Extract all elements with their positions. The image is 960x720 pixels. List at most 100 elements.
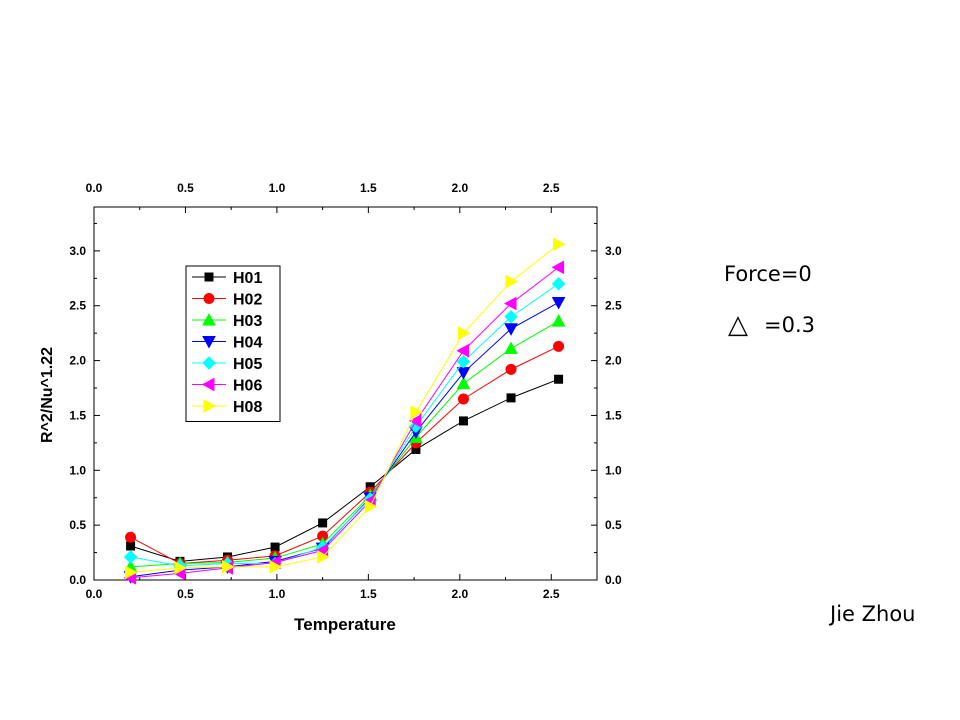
data-point-h01 — [458, 416, 468, 426]
y-tick-label-right: 0.0 — [605, 573, 622, 587]
x-tick-label-bottom: 1.5 — [360, 587, 377, 601]
data-point-h04 — [504, 323, 518, 336]
legend-label: H02 — [233, 292, 262, 309]
y-tick-label-left: 3.0 — [69, 244, 86, 258]
legend-marker — [201, 377, 215, 392]
y-tick-label-left: 1.5 — [69, 408, 86, 422]
data-point-h04 — [456, 367, 471, 380]
y-tick-label-left: 2.0 — [69, 354, 86, 368]
data-point-h02 — [125, 531, 137, 543]
legend-label: H06 — [233, 378, 262, 395]
data-point-h05 — [456, 354, 471, 369]
data-point-h01 — [270, 542, 280, 552]
data-point-h08 — [317, 550, 330, 564]
data-point-h08 — [505, 274, 519, 289]
data-point-h06 — [408, 414, 422, 428]
data-point-h03 — [504, 341, 518, 355]
x-tick-label-top: 0.5 — [177, 181, 194, 195]
x-tick-label-top: 0.0 — [86, 181, 103, 195]
legend-entry: H08 — [192, 399, 262, 416]
data-point-h01 — [506, 393, 516, 403]
series-h08 — [125, 237, 566, 580]
series-line-h05 — [130, 283, 559, 567]
x-tick-label-bottom: 0.5 — [177, 587, 194, 601]
y-axis-label: R^2/Nu^1.22 — [39, 347, 56, 443]
data-point-h01 — [126, 541, 136, 551]
legend-entry: H04 — [192, 335, 262, 352]
data-point-h08 — [222, 559, 235, 574]
data-point-h08 — [174, 561, 188, 575]
data-point-h03 — [456, 376, 471, 390]
series-line-h02 — [130, 345, 559, 565]
data-point-h04 — [551, 296, 566, 310]
delta-triangle-icon: △ — [728, 310, 748, 340]
legend-label: H03 — [233, 313, 262, 330]
x-tick-label-bottom: 0.0 — [86, 587, 103, 601]
legend-marker — [204, 272, 214, 282]
data-point-h02 — [457, 393, 469, 405]
y-tick-label-left: 2.5 — [69, 299, 86, 313]
data-point-h08 — [364, 499, 378, 514]
legend-marker — [203, 399, 217, 413]
delta-annotation: △ =0.3 — [728, 312, 815, 338]
legend-entry: H06 — [192, 378, 262, 395]
y-tick-label-left: 0.5 — [69, 518, 86, 532]
plot-area-border — [93, 206, 598, 581]
y-tick-label-right: 1.0 — [605, 463, 622, 477]
legend-marker — [203, 293, 215, 304]
series-line-h03 — [130, 320, 559, 568]
series-line-h08 — [130, 243, 559, 573]
data-point-h05 — [551, 277, 566, 291]
legend-entry: H03 — [192, 312, 262, 330]
legend-marker — [202, 356, 216, 370]
y-tick-label-right: 0.5 — [605, 518, 622, 532]
legend-label: H05 — [233, 356, 262, 373]
y-tick-label-right: 2.0 — [605, 354, 622, 368]
author-label: Jie Zhou — [830, 602, 916, 626]
force-label: Force=0 — [724, 262, 812, 286]
data-point-h08 — [410, 405, 423, 419]
data-point-h03 — [551, 314, 566, 327]
series-line-h01 — [130, 378, 559, 562]
x-tick-label-bottom: 1.0 — [269, 587, 286, 601]
y-tick-label-right: 1.5 — [605, 408, 622, 422]
data-point-h01 — [554, 374, 564, 384]
data-point-h08 — [269, 559, 283, 574]
delta-value: =0.3 — [764, 313, 815, 337]
x-tick-label-top: 2.5 — [543, 181, 560, 195]
data-point-h05 — [504, 309, 518, 324]
series-container — [123, 237, 566, 585]
x-tick-label-top: 1.0 — [269, 181, 286, 195]
legend-marker — [202, 336, 216, 349]
legend-marker — [202, 312, 216, 326]
legend-entry: H05 — [192, 356, 262, 373]
x-tick-label-bottom: 2.0 — [451, 587, 468, 601]
data-point-h08 — [553, 237, 566, 252]
y-tick-label-right: 2.5 — [605, 299, 622, 313]
legend-label: H04 — [233, 335, 262, 352]
plot-frame — [93, 206, 598, 581]
data-point-h05 — [123, 550, 138, 564]
legend-entry: H01 — [192, 270, 262, 287]
data-point-h01 — [318, 518, 328, 528]
x-axis-label: Temperature — [294, 615, 396, 634]
legend-label: H08 — [233, 399, 262, 416]
legend-label: H01 — [233, 270, 262, 287]
legend-entry: H02 — [192, 292, 262, 309]
x-tick-label-top: 2.0 — [451, 181, 468, 195]
axis-ticks: 0.00.00.50.51.01.01.51.52.02.02.52.50.0 0… — [69, 181, 622, 601]
series-line-h06 — [130, 266, 559, 579]
y-tick-label-left: 0.0 — [69, 573, 86, 587]
data-point-h08 — [457, 326, 471, 341]
legend: H01 H02 H03 H04 H05 H06 H08 — [185, 265, 281, 422]
legend-box — [185, 265, 281, 422]
y-tick-label-right: 3.0 — [605, 244, 622, 258]
data-point-h06 — [551, 260, 565, 275]
data-point-h08 — [125, 565, 138, 580]
data-point-h06 — [503, 296, 517, 311]
data-point-h06 — [456, 343, 469, 358]
x-tick-label-top: 1.5 — [360, 181, 377, 195]
data-point-h02 — [505, 363, 517, 375]
y-tick-label-left: 1.0 — [69, 463, 86, 477]
